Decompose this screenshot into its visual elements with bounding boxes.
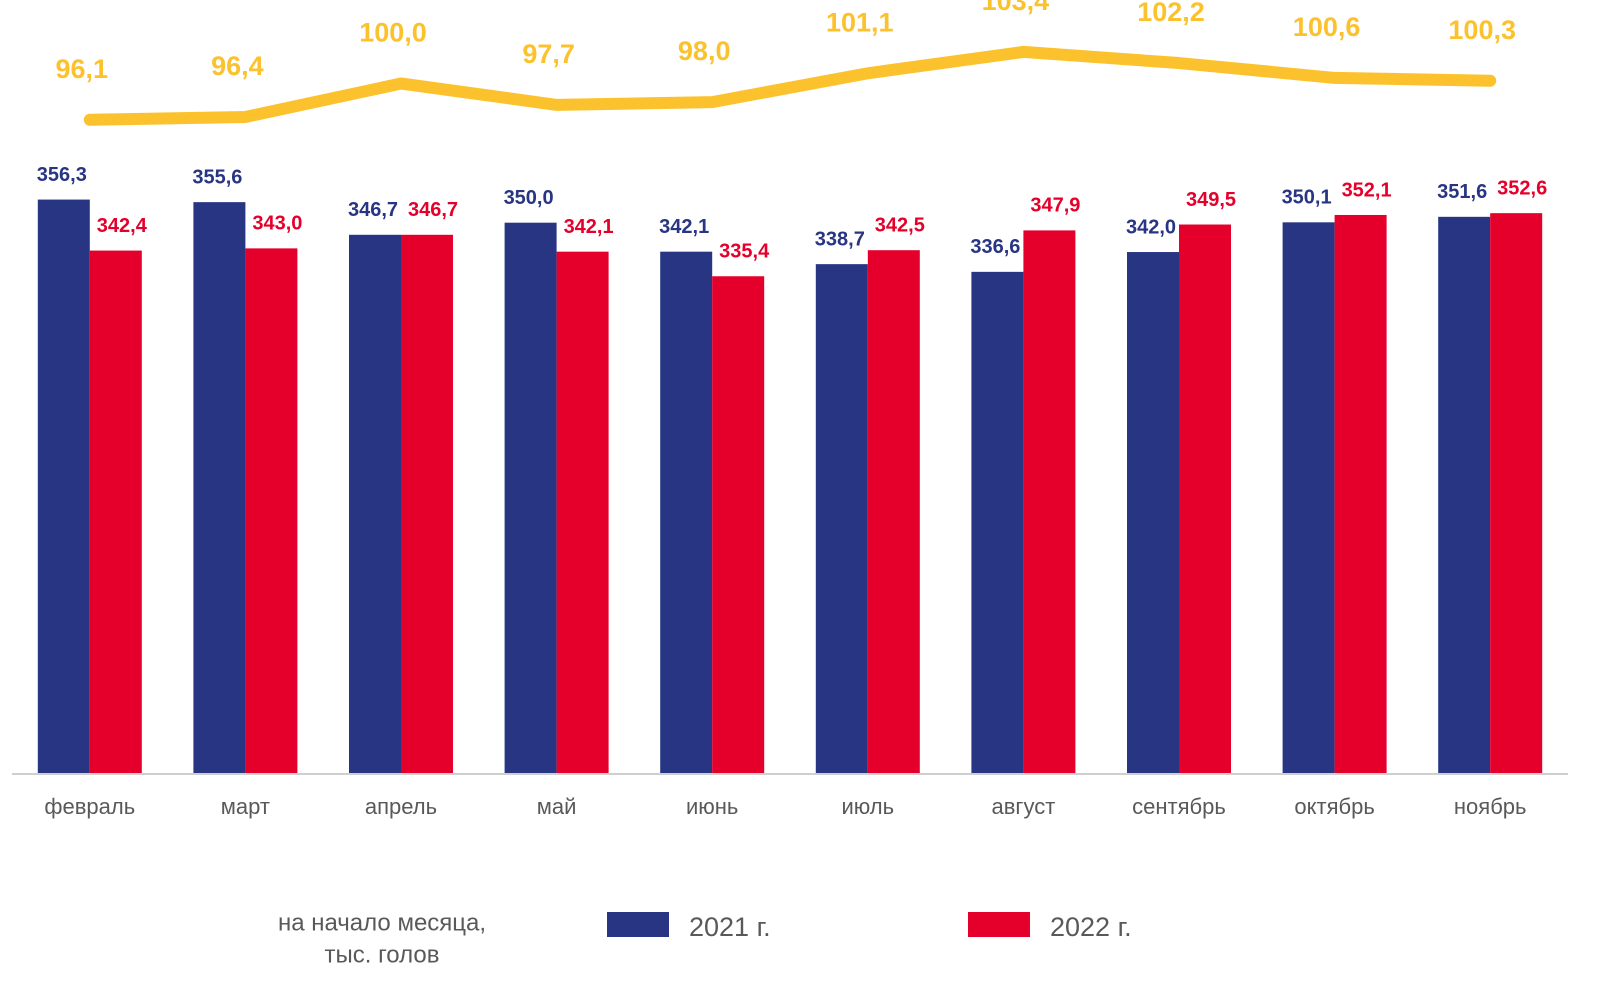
bar [556,251,609,773]
x-tick-label: октябрь [1294,794,1374,819]
data-label: 100,0 [359,18,427,48]
bar [401,234,453,773]
data-label: 342,1 [564,216,614,238]
data-label: 102,2 [1137,0,1205,27]
bar [1179,224,1231,774]
bar [193,202,246,773]
bar [971,271,1024,773]
data-label: 346,7 [408,199,458,221]
x-tick-label: август [992,794,1056,819]
x-tick-label: июнь [686,794,738,819]
x-tick-label: июль [841,794,894,819]
data-label: 347,9 [1030,195,1080,217]
data-label: 350,0 [504,187,554,209]
x-tick-label: февраль [44,794,135,819]
x-tick-label: апрель [365,794,437,819]
legend-swatch [607,912,669,937]
data-label: 338,7 [815,228,865,250]
bar [89,250,142,773]
bar [712,276,765,773]
x-tick-label: ноябрь [1454,794,1527,819]
legend-note: тыс. голов [325,941,440,968]
bar [1282,222,1335,773]
data-label: 335,4 [719,241,770,263]
data-label: 336,6 [970,236,1020,258]
bar [867,250,920,773]
legend-note: на начало месяца, [278,909,486,936]
data-label: 103,4 [982,0,1050,16]
data-label: 349,5 [1186,189,1236,211]
data-label: 343,0 [252,213,302,235]
data-label: 342,1 [659,216,709,238]
bar [37,199,90,774]
data-label: 98,0 [678,36,731,66]
bar [1023,230,1076,774]
data-label: 351,6 [1437,181,1487,203]
bar [245,248,298,773]
data-label: 96,1 [56,54,109,84]
legend-swatch [968,912,1030,937]
legend-label: 2021 г. [689,912,771,942]
x-tick-label: март [221,794,270,819]
data-label: 100,6 [1293,12,1361,42]
bar [815,264,868,773]
data-label: 101,1 [826,7,894,37]
data-label: 100,3 [1448,15,1516,45]
bar [504,222,557,773]
bar [1438,216,1491,773]
x-tick-label: сентябрь [1132,794,1226,819]
bar [349,234,401,773]
data-label: 342,4 [97,215,148,237]
data-label: 342,0 [1126,216,1176,238]
data-label: 342,5 [875,214,925,236]
bar [1490,213,1543,773]
bar [1127,252,1179,774]
data-label: 356,3 [37,164,87,186]
data-label: 355,6 [192,166,242,188]
x-tick-label: май [537,794,577,819]
data-label: 352,1 [1342,179,1392,201]
data-label: 352,6 [1497,177,1547,199]
bar [660,251,713,773]
data-label: 97,7 [522,39,575,69]
data-label: 96,4 [211,51,264,81]
bar [1334,214,1387,773]
data-label: 350,1 [1282,187,1332,209]
line [83,45,1497,126]
legend-label: 2022 г. [1050,912,1132,942]
data-label: 346,7 [348,199,398,221]
